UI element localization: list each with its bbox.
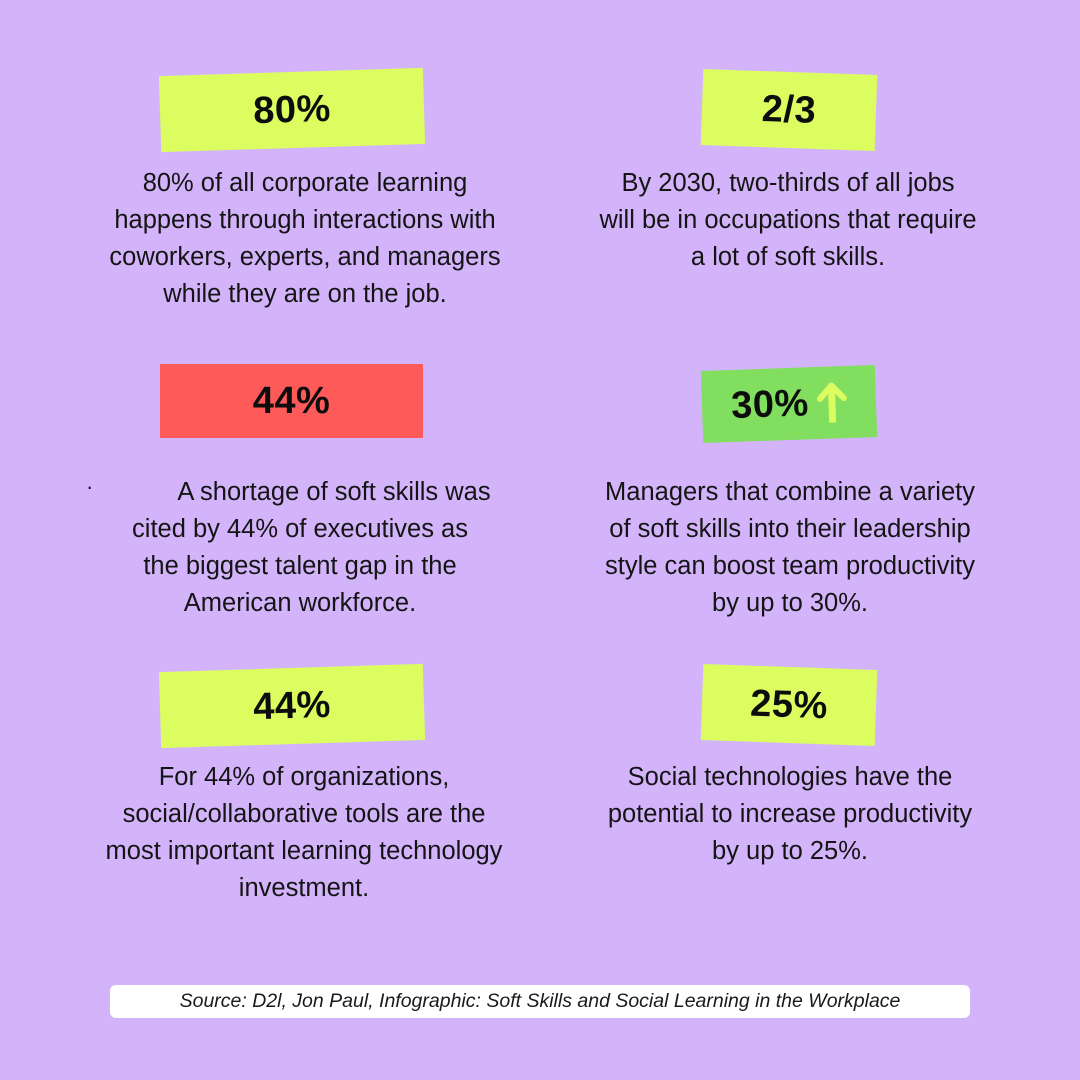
description-line: Managers that combine a variety: [605, 478, 975, 506]
description-line: will be in occupations that require: [599, 206, 977, 234]
description-line: By 2030, two-thirds of all jobs: [621, 169, 955, 197]
stat-badge-30-percent: 30%: [700, 364, 878, 444]
stat-value: 25%: [749, 682, 829, 727]
stat-badge-80-percent: 80%: [158, 67, 426, 153]
stat-description-30-percent: Managers that combine a variety of soft …: [560, 474, 1020, 622]
description-line: by up to 25%.: [712, 837, 868, 865]
stat-description-two-thirds: By 2030, two-thirds of all jobs will be …: [560, 165, 1016, 276]
stat-description-80-percent: 80% of all corporate learning happens th…: [70, 165, 540, 313]
description-line: happens through interactions with: [114, 206, 496, 234]
arrow-up-icon: [816, 380, 848, 425]
description-line: Social technologies have the: [627, 763, 953, 791]
description-line: social/collaborative tools are the: [122, 800, 486, 828]
description-line: 80% of all corporate learning: [142, 169, 468, 197]
stat-value: 2/3: [761, 87, 817, 132]
description-line: For 44% of organizations,: [158, 763, 450, 791]
description-line: potential to increase productivity: [607, 800, 973, 828]
description-line: the biggest talent gap in the: [143, 552, 457, 580]
stat-description-25-percent: Social technologies have the potential t…: [560, 759, 1020, 870]
description-line: coworkers, experts, and managers: [109, 243, 501, 271]
description-line: investment.: [238, 874, 370, 902]
stat-badge-44-percent-executives: 44%: [160, 364, 423, 438]
stat-description-44-percent-executives: A shortage of soft skills was cited by 4…: [70, 474, 530, 622]
description-line: American workforce.: [183, 589, 417, 617]
stat-value: 80%: [252, 87, 332, 132]
stat-value: 44%: [252, 379, 331, 422]
stat-value: 44%: [252, 683, 332, 728]
stat-badge-44-percent-organizations: 44%: [158, 663, 426, 749]
stat-badge-25-percent: 25%: [700, 663, 878, 747]
stat-value: 30%: [730, 381, 810, 427]
description-line: while they are on the job.: [163, 280, 447, 308]
description-line: A shortage of soft skills was: [177, 478, 491, 506]
description-line: of soft skills into their leadership: [609, 515, 971, 543]
stat-description-44-percent-organizations: For 44% of organizations, social/collabo…: [64, 759, 544, 907]
stat-badge-two-thirds: 2/3: [700, 68, 878, 152]
description-line: style can boost team productivity: [605, 552, 975, 580]
description-line: cited by 44% of executives as: [132, 515, 468, 543]
description-line: most important learning technology: [105, 837, 503, 865]
source-text: Source: D2l, Jon Paul, Infographic: Soft…: [179, 990, 901, 1012]
bullet-point: ·: [86, 474, 94, 499]
description-line: by up to 30%.: [712, 589, 868, 617]
source-citation: Source: D2l, Jon Paul, Infographic: Soft…: [110, 985, 970, 1018]
description-line: a lot of soft skills.: [690, 243, 886, 271]
